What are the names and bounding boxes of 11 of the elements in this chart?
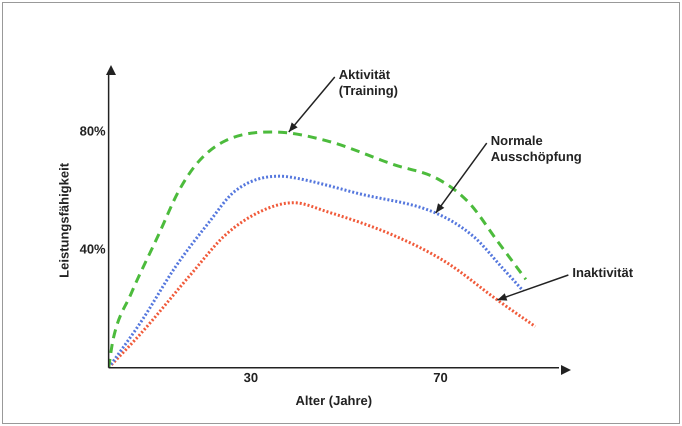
annotation: Inaktivität [572, 265, 634, 280]
x-axis-title: Alter (Jahre) [296, 392, 372, 408]
x-tick-label: 70 [433, 370, 448, 386]
y-tick-label: 40% [80, 241, 106, 256]
annotation: Normale Ausschöpfung [490, 133, 582, 164]
y-tick-label: 80% [80, 124, 106, 139]
line-series [108, 174, 525, 368]
line-series [108, 201, 537, 368]
y-axis-title: Leistungsfähigkeit [56, 162, 72, 278]
x-tick-label: 30 [244, 370, 258, 386]
annotation: Aktivität (Training) [338, 67, 398, 98]
